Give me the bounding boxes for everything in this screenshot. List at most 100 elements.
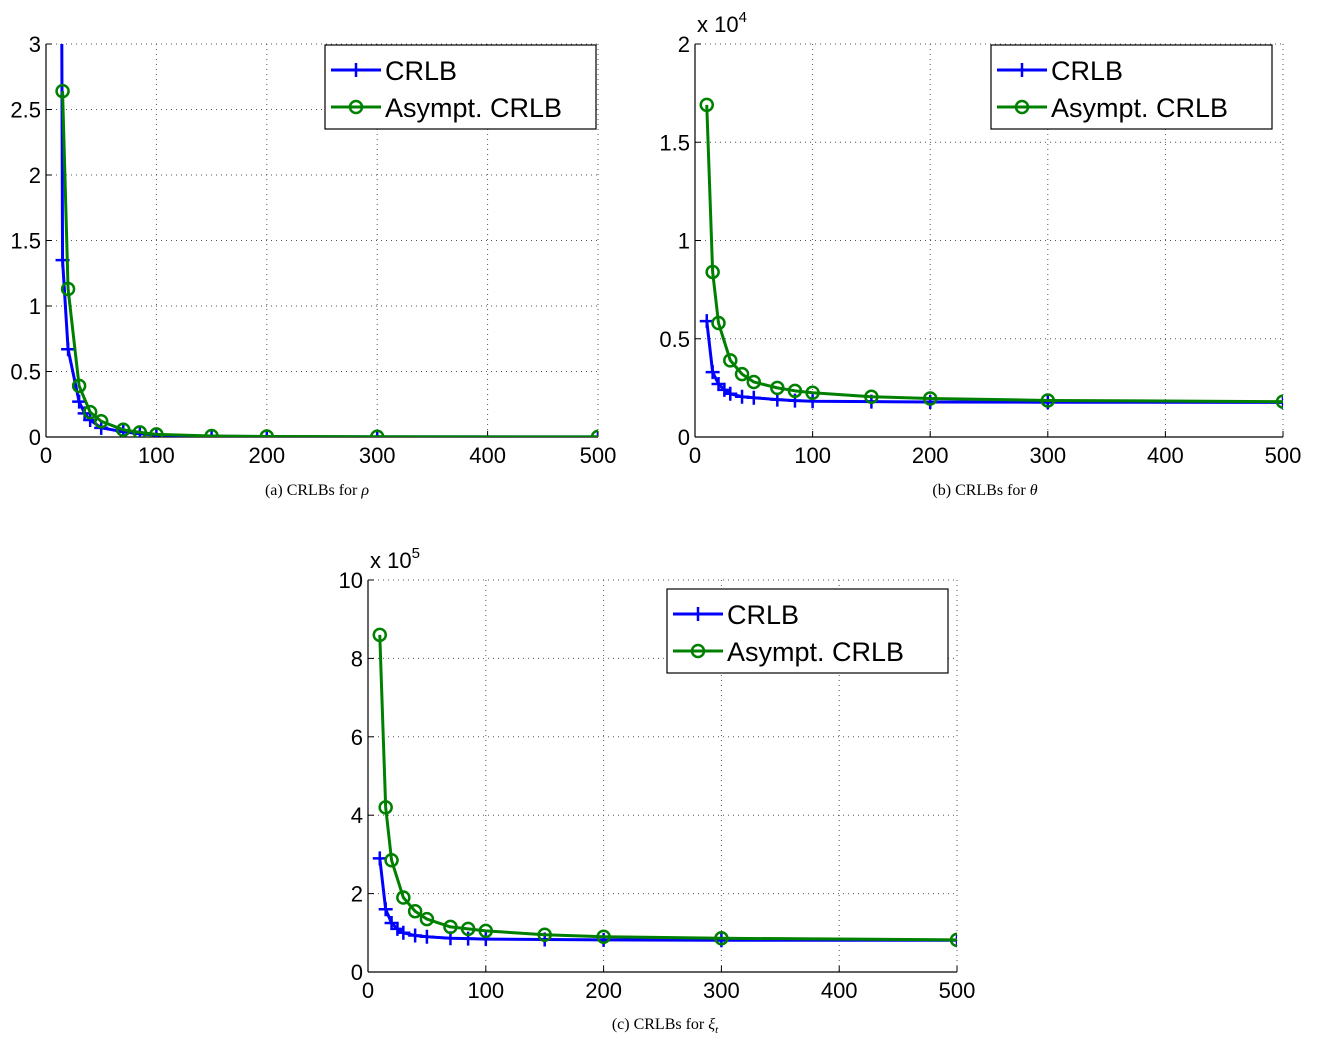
legend-label: CRLB: [385, 56, 457, 86]
asympt-crlb-point: [949, 932, 957, 948]
legend-box: [324, 44, 597, 130]
series-line-asympt-crlb: [61, 91, 598, 437]
crlb-point: [705, 365, 720, 380]
series-line-asympt-crlb: [705, 104, 1283, 404]
x-tick-label: 100: [794, 443, 831, 468]
crlb-point: [378, 902, 393, 917]
x-tick-label: 100: [138, 443, 175, 468]
chart-panel-3: 0 100 200 300 400 500 0 2 4 6 8 10 x 105 CRLB Asympt. …: [339, 545, 976, 1036]
series-line-asympt-crlb: [378, 634, 957, 942]
x-tick-label: 300: [1029, 443, 1066, 468]
y-tick-label: 1.5: [10, 229, 41, 254]
x-tick-label: 0: [40, 443, 52, 468]
x-tick-label: 200: [248, 443, 285, 468]
y-axis-multiplier: x 104: [697, 9, 747, 37]
asympt-crlb-point: [770, 380, 785, 396]
asympt-crlb-point: [149, 427, 164, 437]
asympt-crlb-point: [60, 281, 76, 297]
asympt-crlb-point: [132, 425, 148, 437]
legend: CRLB Asympt. CRLB: [324, 44, 597, 130]
legend-marker: [690, 643, 706, 659]
x-tick-label: 0: [362, 978, 374, 1003]
y-tick-label: 8: [351, 646, 363, 671]
asympt-crlb-point: [537, 927, 552, 943]
asympt-crlb-point: [384, 853, 399, 868]
asympt-crlb-point: [805, 385, 820, 401]
chart-panel-2: 0 100 200 300 400 500 0 0.5 1 1.5 2 x 104 CRLB Asympt…: [659, 9, 1301, 499]
subfigure-caption: (a) CRLBs for ρ: [265, 482, 369, 499]
plot-area: [55, 44, 598, 437]
legend-label: CRLB: [1051, 56, 1123, 86]
y-tick-label: 0: [29, 425, 41, 450]
crlb-point: [478, 932, 493, 947]
crlb-point: [61, 342, 76, 357]
asympt-crlb-point: [116, 422, 131, 437]
y-tick-label: 0.5: [10, 360, 41, 385]
crlb-point: [408, 928, 423, 943]
crlb-point: [723, 386, 738, 401]
y-tick-label: 0: [678, 425, 690, 450]
chart-panel-1: 0 100 200 300 400 500 0 0.5 1 1.5 2 2.5 3 CRLB Asympt.…: [10, 32, 617, 499]
asympt-crlb-point: [82, 404, 98, 420]
legend-box: [990, 44, 1273, 130]
x-tick-label: 0: [689, 443, 701, 468]
y-tick-label: 1: [678, 229, 690, 254]
legend-label: CRLB: [727, 600, 799, 630]
asympt-crlb-point: [787, 383, 803, 399]
y-tick-label: 0: [351, 960, 363, 985]
asympt-crlb-point: [419, 911, 435, 927]
asympt-crlb-point: [699, 97, 715, 113]
crlb-point: [805, 394, 820, 409]
asympt-crlb-point: [705, 264, 720, 280]
y-axis-multiplier: x 105: [370, 545, 420, 573]
subfigure-caption: (c) CRLBs for ξt: [612, 1016, 719, 1036]
asympt-crlb-point: [714, 931, 729, 946]
x-tick-label: 300: [703, 978, 740, 1003]
x-tick-label: 500: [1265, 443, 1302, 468]
y-tick-label: 10: [339, 568, 363, 593]
asympt-crlb-point: [478, 923, 494, 939]
asympt-crlb-point: [1040, 393, 1056, 408]
plot-area: [699, 97, 1283, 410]
asympt-crlb-point: [372, 627, 388, 643]
y-tick-label: 2: [678, 32, 690, 57]
y-tick-label: 3: [29, 32, 41, 57]
asympt-crlb-point: [922, 391, 938, 406]
asympt-crlb-point: [71, 378, 87, 394]
legend-marker: [691, 607, 705, 621]
crlb-point: [72, 394, 87, 409]
legend-box: [666, 588, 949, 674]
legend: CRLB Asympt. CRLB: [990, 44, 1273, 130]
asympt-crlb-point: [396, 890, 411, 905]
subfigure-caption: (b) CRLBs for θ: [932, 482, 1037, 499]
y-tick-label: 6: [351, 725, 363, 750]
crlb-point: [699, 314, 714, 329]
y-tick-label: 1.5: [659, 130, 690, 155]
y-tick-label: 1: [29, 294, 41, 319]
asympt-crlb-point: [864, 389, 879, 404]
crlb-point: [746, 390, 761, 405]
crlb-point: [372, 851, 387, 866]
asympt-crlb-point: [723, 353, 738, 368]
asympt-crlb-point: [590, 429, 598, 437]
crlb-point: [396, 925, 411, 940]
asympt-crlb-point: [378, 800, 393, 815]
y-tick-label: 2: [29, 163, 41, 188]
x-tick-label: 200: [585, 978, 622, 1003]
x-tick-label: 500: [580, 443, 617, 468]
x-tick-label: 300: [359, 443, 396, 468]
legend-label: Asympt. CRLB: [385, 93, 562, 123]
asympt-crlb-point: [711, 315, 726, 331]
plot-area: [372, 627, 957, 948]
x-tick-label: 200: [912, 443, 949, 468]
legend-marker: [1015, 63, 1029, 77]
x-tick-label: 100: [467, 978, 504, 1003]
asympt-crlb-point: [596, 929, 611, 944]
asympt-crlb-point: [746, 374, 762, 390]
legend-label: Asympt. CRLB: [727, 637, 904, 667]
asympt-crlb-point: [1275, 394, 1283, 409]
x-tick-label: 500: [939, 978, 976, 1003]
crlb-point: [419, 929, 434, 944]
x-tick-label: 400: [1147, 443, 1184, 468]
legend-label: Asympt. CRLB: [1051, 93, 1228, 123]
